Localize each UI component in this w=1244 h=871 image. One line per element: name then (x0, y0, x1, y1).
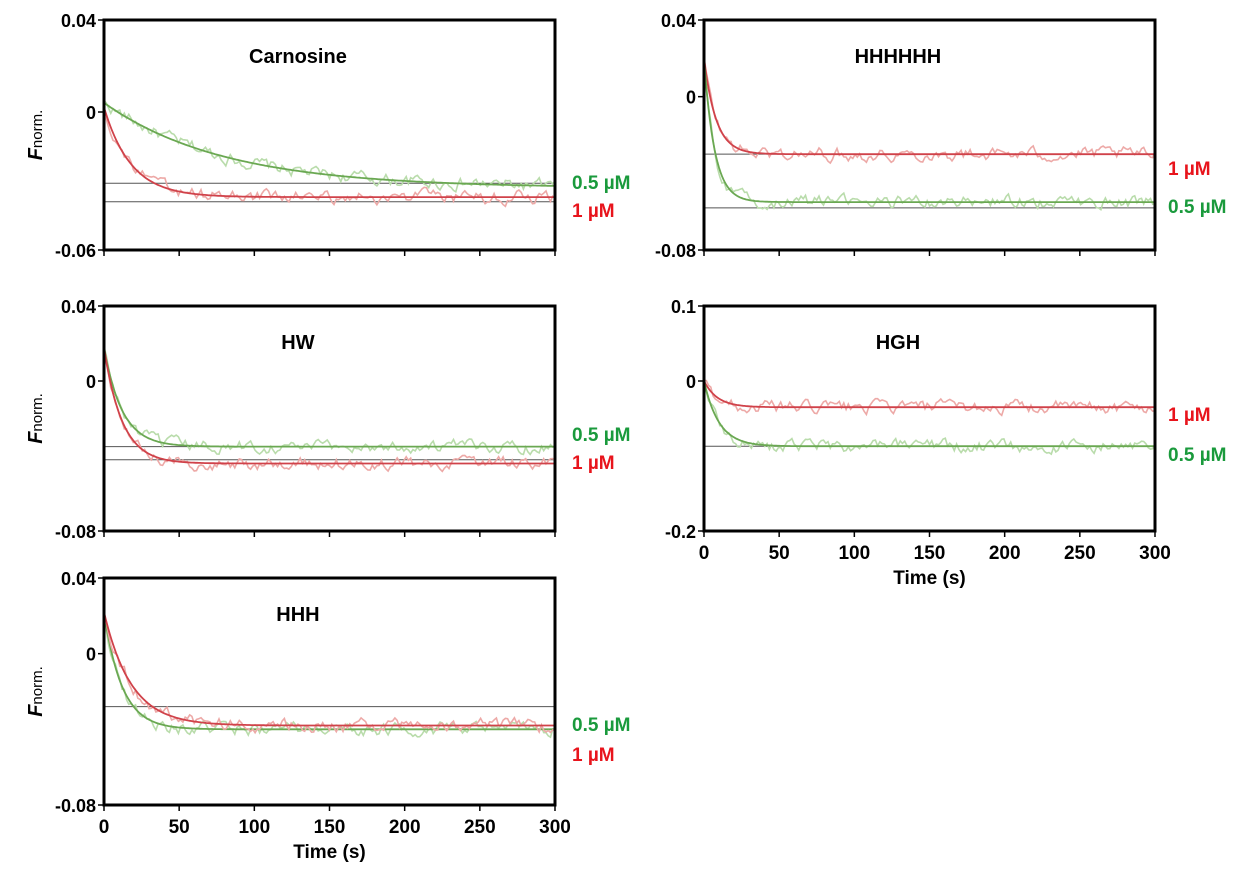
series-label: 0.5 µM (572, 425, 630, 446)
y-axis-label: Fnorm. (25, 110, 47, 161)
series-label: 0.5 µM (572, 173, 630, 194)
x-tick-label: 250 (464, 817, 496, 838)
raw-trace-0 (103, 346, 556, 456)
y-tick-label: -0.08 (55, 522, 96, 542)
plot-frame (702, 304, 1157, 533)
raw-trace-1 (103, 616, 556, 735)
y-axis-label: Fnorm. (25, 666, 47, 717)
x-tick-label: 200 (389, 817, 421, 838)
x-tick-label: 100 (238, 817, 270, 838)
series-label: 0.5 µM (572, 715, 630, 736)
panel-title: Carnosine (249, 46, 347, 68)
panel-hw: 0.5 µM 1 µM 0.04 0 -0.08 HW Fnorm. (25, 297, 630, 542)
x-tick-label: 150 (914, 543, 946, 564)
series-label: 1 µM (1168, 405, 1211, 426)
x-tick-label: 50 (769, 543, 790, 564)
series-label: 0.5 µM (1168, 445, 1226, 466)
y-tick-label: 0.04 (61, 569, 96, 589)
series-label: 1 µM (1168, 159, 1211, 180)
panel-hhhhhh: 1 µM 0.5 µM 0.04 0 -0.08 HHHHHH (655, 11, 1227, 261)
y-tick-label: 0 (686, 88, 696, 108)
x-tick-label: 250 (1064, 543, 1096, 564)
y-tick-label: 0.1 (671, 297, 696, 317)
y-tick-label: -0.06 (55, 241, 96, 261)
y-tick-label: -0.08 (655, 241, 696, 261)
y-tick-label: 0 (686, 372, 696, 392)
x-tick-label: 0 (699, 543, 710, 564)
fit-line-1 (103, 107, 555, 198)
raw-trace-0 (703, 379, 1156, 417)
y-axis-label: Fnorm. (25, 393, 47, 444)
y-tick-label: 0 (86, 372, 96, 392)
fit-line-0 (103, 611, 555, 731)
plot-frame (102, 576, 557, 807)
fit-line-1 (103, 611, 555, 727)
y-tick-label: -0.2 (665, 522, 696, 542)
raw-trace-1 (103, 350, 556, 473)
panel-title: HGH (876, 332, 920, 354)
y-tick-label: 0 (86, 645, 96, 665)
raw-trace-0 (703, 56, 1156, 165)
x-tick-label: 150 (314, 817, 346, 838)
raw-trace-0 (103, 99, 556, 194)
series-label: 1 µM (572, 201, 615, 222)
fit-line-1 (103, 347, 555, 465)
fit-line-0 (703, 58, 1155, 156)
y-tick-label: 0.04 (61, 11, 96, 31)
x-tick-label: 200 (989, 543, 1021, 564)
x-tick-label: 0 (99, 817, 110, 838)
panel-title: HHHHHH (855, 46, 942, 68)
series-label: 1 µM (572, 745, 615, 766)
y-tick-label: 0.04 (61, 297, 96, 317)
fit-line-0 (103, 347, 555, 448)
series-label: 0.5 µM (1168, 197, 1226, 218)
fit-line-0 (103, 102, 555, 187)
series-label: 1 µM (572, 453, 615, 474)
plot-frame (102, 304, 557, 533)
y-tick-label: 0.04 (661, 11, 696, 31)
panel-title: HHH (276, 604, 319, 626)
panel-carnosine: 0.5 µM 1 µM 0.04 0 -0.06 Carnosine Fnorm. (25, 11, 630, 261)
x-tick-label: 300 (539, 817, 571, 838)
panel-hhh: 0.5 µM1 µM0.040-0.080 50 100 150 200 250 300HH… (25, 569, 630, 863)
fit-line-0 (703, 380, 1155, 409)
raw-trace-1 (103, 108, 556, 208)
fit-line-1 (703, 58, 1155, 203)
x-axis-label: Time (s) (893, 568, 966, 589)
x-tick-label: 300 (1139, 543, 1171, 564)
raw-trace-1 (703, 384, 1156, 456)
y-tick-label: -0.08 (55, 796, 96, 816)
x-axis-label: Time (s) (293, 842, 366, 863)
panel-title: HW (281, 332, 314, 354)
fit-line-1 (703, 380, 1155, 448)
raw-trace-1 (703, 60, 1156, 212)
y-tick-label: 0 (86, 103, 96, 123)
x-tick-label: 100 (838, 543, 870, 564)
x-tick-label: 50 (169, 817, 190, 838)
panel-hgh: 1 µM0.5 µM0.10-0.20 50 100 150 200 250 300HGHT… (665, 297, 1227, 589)
